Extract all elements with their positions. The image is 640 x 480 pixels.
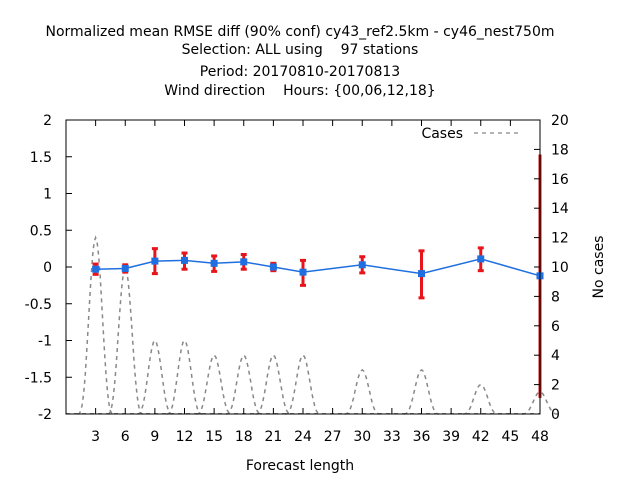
cases-peak — [403, 368, 440, 415]
y-tick-label: 0.5 — [30, 223, 52, 239]
data-point — [121, 264, 129, 272]
cases-peak — [255, 354, 292, 415]
data-point — [477, 255, 485, 263]
y2-tick-label: 8 — [551, 289, 560, 305]
x-tick-label: 9 — [150, 429, 159, 445]
x-tick-label: 42 — [472, 429, 490, 445]
data-point — [418, 270, 425, 278]
x-tick-label: 39 — [442, 429, 460, 445]
cases-peak — [462, 383, 499, 415]
y2-tick-label: 18 — [551, 142, 569, 158]
x-tick-label: 36 — [413, 429, 431, 445]
data-point — [181, 256, 188, 264]
y2-tick-label: 2 — [551, 378, 560, 394]
y-tick-label: -1 — [38, 334, 52, 350]
x-tick-label: 48 — [531, 429, 549, 445]
title-line-2: Selection: ALL using 97 stations — [182, 42, 419, 58]
data-point — [92, 265, 100, 273]
legend-label-cases: Cases — [421, 126, 463, 142]
cases-peak — [166, 339, 203, 415]
x-axis: 3 6 9 12 15 18 21 24 27 30 33 36 39 42 45 48 — [91, 120, 549, 445]
cases-peak — [196, 354, 232, 415]
x-axis-label: Forecast length — [246, 458, 354, 474]
legend: Cases — [421, 126, 520, 142]
cases-peak — [77, 235, 114, 415]
y-axis-right: 0 2 4 6 8 10 12 14 16 18 20 — [534, 113, 569, 423]
title-line-4: Wind direction Hours: {00,06,12,18} — [164, 83, 435, 99]
cases-peak — [344, 368, 381, 415]
y-tick-label: -2 — [38, 407, 52, 423]
x-tick-label: 24 — [294, 429, 312, 445]
y2-tick-label: 4 — [551, 348, 560, 364]
x-tick-label: 6 — [121, 429, 130, 445]
cases-layer — [66, 235, 558, 415]
x-tick-label: 3 — [91, 429, 100, 445]
y-axis-left: -2 -1.5 -1 -0.5 0 0.5 1 1.5 2 — [25, 113, 72, 423]
title-line-3: Period: 20170810-20170813 — [200, 64, 400, 80]
data-point — [210, 259, 218, 267]
title-line-1: Normalized mean RMSE diff (90% conf) cy4… — [45, 24, 554, 40]
x-tick-label: 45 — [501, 429, 519, 445]
cases-peak — [285, 354, 321, 415]
cases-peak — [137, 339, 173, 415]
y2-axis-label: No cases — [591, 236, 607, 299]
x-tick-label: 21 — [264, 429, 282, 445]
y-tick-label: -1.5 — [25, 370, 52, 386]
y-tick-label: 0 — [43, 260, 52, 276]
x-tick-label: 27 — [324, 429, 342, 445]
data-point — [151, 257, 159, 265]
data-point — [299, 268, 307, 276]
y-tick-label: 1 — [43, 187, 52, 203]
y2-tick-label: 0 — [551, 407, 560, 423]
y2-tick-label: 20 — [551, 113, 569, 129]
series-line — [95, 258, 541, 277]
x-tick-label: 18 — [235, 429, 253, 445]
y-tick-label: -0.5 — [25, 297, 52, 313]
data-point — [240, 258, 248, 266]
y-tick-label: 2 — [43, 113, 52, 129]
y2-tick-label: 16 — [551, 172, 569, 188]
y2-tick-label: 6 — [551, 319, 560, 335]
x-tick-label: 12 — [176, 429, 194, 445]
x-tick-label: 15 — [205, 429, 223, 445]
cases-peak — [107, 264, 144, 415]
y2-tick-label: 14 — [551, 201, 569, 217]
data-point — [269, 263, 277, 271]
x-tick-label: 33 — [383, 429, 401, 445]
x-tick-label: 30 — [353, 429, 371, 445]
cases-peak — [225, 354, 262, 415]
y2-tick-label: 12 — [551, 231, 569, 247]
data-point — [358, 261, 366, 269]
y2-tick-label: 10 — [551, 260, 569, 276]
y-tick-label: 1.5 — [30, 150, 52, 166]
chart-title: Normalized mean RMSE diff (90% conf) cy4… — [45, 24, 554, 99]
